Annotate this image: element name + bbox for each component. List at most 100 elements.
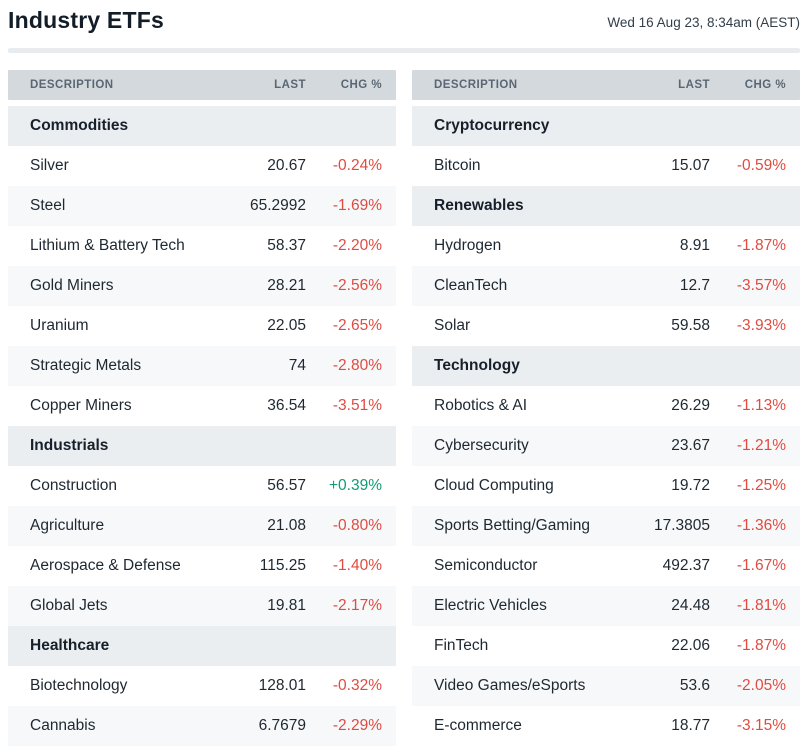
section-title: Renewables [434,197,524,214]
etf-last-price: 115.25 [259,557,306,574]
etf-change-percent: -3.15% [736,717,786,734]
etf-row[interactable]: Video Games/eSports 53.6 -2.05% [412,666,800,706]
etf-description: CleanTech [434,277,508,294]
etf-row[interactable]: Biotechnology 128.01 -0.32% [8,666,396,706]
section-header-row: Industrials [8,426,396,466]
etf-row[interactable]: Strategic Metals 74 -2.80% [8,346,396,386]
etf-last-price: 8.91 [679,237,710,254]
etf-description: Electric Vehicles [434,597,547,614]
etf-row[interactable]: Robotics & AI 26.29 -1.13% [412,386,800,426]
etf-last-price: 23.67 [671,437,710,454]
section-title: Cryptocurrency [434,117,550,134]
page-header: Industry ETFs Wed 16 Aug 23, 8:34am (AES… [8,6,800,34]
etf-last-price: 36.54 [267,397,306,414]
etf-description: Video Games/eSports [434,677,586,694]
table-header-row: DESCRIPTION LAST CHG % [8,70,396,100]
column-header-chg: CHG % [340,79,382,91]
etf-last-price: 56.57 [267,477,306,494]
etf-row[interactable]: Aerospace & Defense 115.25 -1.40% [8,546,396,586]
etf-row[interactable]: Construction 56.57 +0.39% [8,466,396,506]
etf-last-price: 18.77 [671,717,710,734]
page-title: Industry ETFs [8,7,164,33]
etf-change-percent: -3.93% [736,317,786,334]
etf-row[interactable]: Solar 59.58 -3.93% [412,306,800,346]
etf-change-percent: -2.29% [332,717,382,734]
etf-row[interactable]: Bitcoin 15.07 -0.59% [412,146,800,186]
etf-change-percent: -0.32% [332,677,382,694]
etf-description: Semiconductor [434,557,538,574]
etf-change-percent: -0.59% [736,157,786,174]
etf-description: Construction [30,477,118,494]
etf-change-percent: -1.25% [736,477,786,494]
column-header-last: LAST [274,79,306,91]
etf-row[interactable]: Steel 65.2992 -1.69% [8,186,396,226]
table-body: Commodities Silver 20.67 -0.24% Steel 65.2992… [8,106,396,746]
etf-row[interactable]: Gold Miners 28.21 -2.56% [8,266,396,306]
column-header-last: LAST [678,79,710,91]
etf-change-percent: -1.21% [736,437,786,454]
etf-description: Steel [30,197,66,214]
etf-change-percent: -2.80% [332,357,382,374]
etf-description: Uranium [30,317,89,334]
etf-change-percent: -1.87% [736,237,786,254]
etf-description: Hydrogen [434,237,502,254]
etf-row[interactable]: E-commerce 18.77 -3.15% [412,706,800,746]
etf-last-price: 74 [288,357,306,374]
etf-description: FinTech [434,637,489,654]
etf-change-percent: -1.81% [736,597,786,614]
etf-description: Solar [434,317,471,334]
etf-last-price: 20.67 [267,157,306,174]
etf-row[interactable]: Cloud Computing 19.72 -1.25% [412,466,800,506]
etf-last-price: 492.37 [662,557,710,574]
etf-tables-container: DESCRIPTION LAST CHG % Commodities Silver… [8,70,800,746]
etf-last-price: 19.81 [267,597,306,614]
etf-row[interactable]: Semiconductor 492.37 -1.67% [412,546,800,586]
etf-row[interactable]: Cybersecurity 23.67 -1.21% [412,426,800,466]
timestamp: Wed 16 Aug 23, 8:34am (AEST) [607,15,800,30]
section-title: Industrials [30,437,109,454]
column-header-description: DESCRIPTION [434,79,518,91]
etf-description: Lithium & Battery Tech [30,237,185,254]
etf-row[interactable]: Electric Vehicles 24.48 -1.81% [412,586,800,626]
section-header-row: Healthcare [8,626,396,666]
column-header-description: DESCRIPTION [30,79,114,91]
etf-last-price: 65.2992 [249,197,306,214]
etf-last-price: 24.48 [671,597,710,614]
table-body: Cryptocurrency Bitcoin 15.07 -0.59% Renewabl… [412,106,800,746]
etf-description: Cannabis [30,717,96,734]
section-title: Technology [434,357,520,374]
etf-row[interactable]: Copper Miners 36.54 -3.51% [8,386,396,426]
etf-change-percent: -1.13% [736,397,786,414]
etf-row[interactable]: Global Jets 19.81 -2.17% [8,586,396,626]
etf-change-percent: -2.05% [736,677,786,694]
section-header-row: Technology [412,346,800,386]
section-header-row: Cryptocurrency [412,106,800,146]
etf-change-percent: -1.69% [332,197,382,214]
etf-row[interactable]: Hydrogen 8.91 -1.87% [412,226,800,266]
etf-last-price: 15.07 [671,157,710,174]
etf-row[interactable]: CleanTech 12.7 -3.57% [412,266,800,306]
etf-description: Bitcoin [434,157,481,174]
etf-description: Gold Miners [30,277,114,294]
etf-description: Aerospace & Defense [30,557,181,574]
etf-change-percent: -0.24% [332,157,382,174]
etf-row[interactable]: Sports Betting/Gaming 17.3805 -1.36% [412,506,800,546]
etf-row[interactable]: FinTech 22.06 -1.87% [412,626,800,666]
etf-last-price: 59.58 [671,317,710,334]
etf-description: Sports Betting/Gaming [434,517,590,534]
etf-change-percent: -3.57% [736,277,786,294]
etf-row[interactable]: Lithium & Battery Tech 58.37 -2.20% [8,226,396,266]
etf-change-percent: -1.87% [736,637,786,654]
etf-description: Strategic Metals [30,357,142,374]
etf-row[interactable]: Silver 20.67 -0.24% [8,146,396,186]
section-header-row: Commodities [8,106,396,146]
etf-row[interactable]: Agriculture 21.08 -0.80% [8,506,396,546]
etf-row[interactable]: Cannabis 6.7679 -2.29% [8,706,396,746]
etf-description: Biotechnology [30,677,128,694]
column-header-chg: CHG % [744,79,786,91]
etf-row[interactable]: Uranium 22.05 -2.65% [8,306,396,346]
etf-description: Agriculture [30,517,105,534]
header-divider [8,48,800,53]
etf-description: Cloud Computing [434,477,554,494]
etf-change-percent: -2.65% [332,317,382,334]
